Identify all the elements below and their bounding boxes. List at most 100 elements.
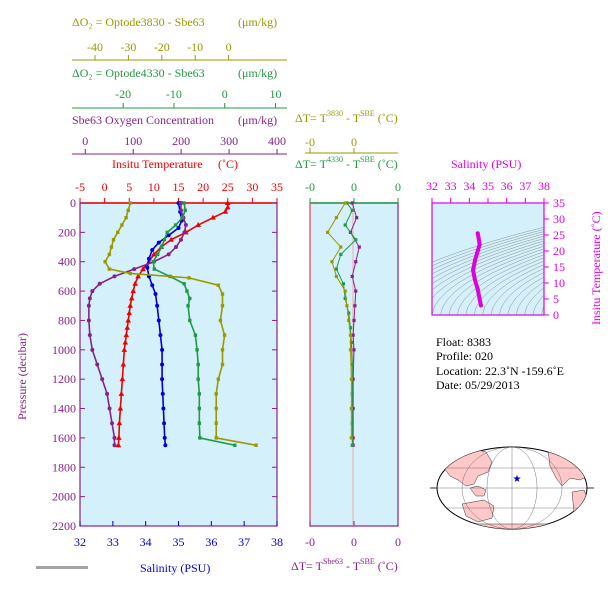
data-point-green [151,260,155,264]
data-point-blue [150,247,155,252]
data-point-purple [112,274,117,279]
data-point-blue [160,362,165,367]
data-point-olive [220,348,225,352]
ts-density-contour [448,251,544,315]
data-point-red [126,310,133,316]
ts-density-contour [432,226,544,263]
data-point-purple [132,267,137,272]
dt-point-olive [345,304,349,308]
delta-t-header: ΔT= T3830 - TSBE (˚C) -0 0 ΔT= T4330 - TS… [295,109,401,203]
dt-point-olive [326,230,330,234]
ts-density-contour [432,240,544,291]
data-point-purple [86,303,91,308]
data-point-olive [220,362,225,367]
data-point-blue [160,377,165,382]
data-point-red [123,332,130,338]
data-point-olive [111,238,116,242]
axis-tick-label: -10 [166,87,182,101]
oxygen-unit: (μm/kg) [238,113,277,127]
dt-point-purple [357,245,361,249]
dt-point-purple [352,348,356,352]
dt-point-purple [351,333,355,337]
axis-tick-label: 0 [82,134,88,148]
top-axis-oxygen-concentration: Sbe63 Oxygen Concentration (μm/kg) 0 100 2… [72,113,287,155]
dt-point-olive [334,216,338,220]
data-point-green [159,245,164,249]
axis-tick-label: -10 [187,40,203,54]
ts-density-contour [473,260,544,315]
dt-point-purple [351,436,355,440]
dt-tick-label: 0 [395,180,401,194]
o2-4330-label: ΔO₂ = Optode4330 - Sbe63 [72,66,205,80]
dt-point-green [341,282,346,286]
dt-point-olive [343,289,347,293]
pressure-tick-label: 800 [58,313,76,327]
data-point-purple [87,333,92,338]
data-point-red [132,280,138,286]
data-point-green [162,238,167,242]
ts-density-contour [432,229,544,267]
data-point-green [193,333,198,337]
ts-curve [471,231,483,308]
axis-tick-label: 0 [222,87,228,101]
axis-tick-label: -20 [115,87,131,101]
temperature-ticks: -5 0 5 10 15 20 25 30 35 [75,180,283,203]
location: Location: 22.3˚N -159.6˚E [436,364,564,378]
dt-point-olive [349,436,353,440]
o2-3830-unit: (μm/kg) [238,15,277,29]
o2-4330-unit: (μm/kg) [238,66,277,80]
ts-salinity-tick-label: 38 [538,179,550,193]
ts-point [478,303,483,308]
pressure-tick-label: 200 [58,225,76,239]
data-point-purple [174,245,179,250]
profile-number: Profile: 020 [436,349,493,363]
ts-point [476,236,481,241]
map-land-antarctica [439,523,587,529]
data-point-purple [178,208,183,213]
dt-point-green [348,326,353,330]
data-point-olive [214,392,218,396]
data-point-green [182,201,186,205]
ts-point [477,242,482,247]
data-point-red [222,208,229,214]
main-profile-series [86,200,258,448]
axis-tick-label: 15 [173,180,185,194]
ts-salinity-tick-label: 36 [501,179,513,193]
ts-temp-tick-label: 35 [553,196,565,210]
data-point-purple [95,362,100,367]
dt-point-green [347,311,351,315]
ts-temperature-ticks: 0 5 10 15 20 25 30 35 [544,196,565,322]
dt-point-olive [348,348,353,352]
ts-temp-tick-label: 10 [553,276,565,290]
main-profile-panel [79,202,278,527]
data-point-olive [220,304,225,308]
pressure-tick-label: 1200 [52,372,76,386]
o2-3830-ticks: -40 -30 -20 -10 0 [87,40,232,60]
data-point-green [155,252,160,257]
dt-point-olive [339,245,343,249]
data-point-red [125,317,132,323]
data-point-red [128,295,135,301]
data-point-olive [220,292,225,296]
data-point-green [197,421,202,425]
data-point-green [196,362,200,367]
data-point-purple [183,223,188,228]
temperature-unit: (˚C) [218,157,238,171]
ts-density-contour [432,233,544,275]
data-point-red [151,251,157,257]
data-point-red [121,346,128,352]
ts-point [475,249,480,253]
ts-temp-tick-label: 30 [553,212,565,226]
data-point-green [188,318,192,323]
axis-tick-label: -5 [75,180,85,194]
figure-footnote [36,566,88,569]
pressure-tick-label: 600 [58,284,76,298]
oxygen-ticks: 0 100 200 300 400 [82,134,286,154]
map-graticule [437,447,587,529]
ts-density-contour [507,276,544,315]
o2-4330-ticks: -20 -10 0 10 [115,87,281,108]
dt-point-olive [343,201,347,205]
pressure-tick-label: 2200 [52,519,76,533]
data-point-olive [214,406,218,411]
dt-point-purple [350,201,354,205]
